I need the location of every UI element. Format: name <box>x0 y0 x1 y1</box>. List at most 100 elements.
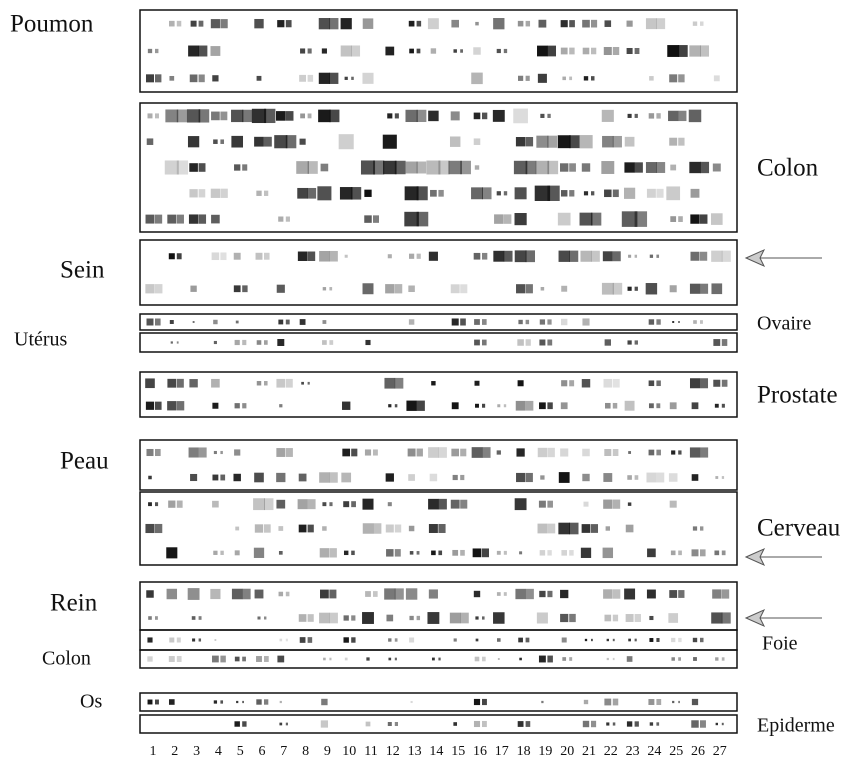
spot <box>634 721 639 727</box>
spot <box>547 185 560 201</box>
spot <box>648 380 655 387</box>
spot <box>606 657 609 661</box>
spot <box>518 319 523 325</box>
spot <box>299 74 307 82</box>
spot <box>242 656 246 662</box>
spot <box>427 612 440 624</box>
spot <box>678 110 687 122</box>
spot <box>460 499 468 509</box>
spot <box>690 251 700 261</box>
spot <box>373 215 379 223</box>
spot <box>362 498 374 510</box>
spot <box>147 113 153 119</box>
spot <box>604 614 612 622</box>
spot <box>146 138 154 145</box>
spot <box>649 722 654 726</box>
spot <box>429 473 438 482</box>
spot <box>307 251 316 261</box>
spot <box>211 378 220 388</box>
blot-panel <box>139 102 738 233</box>
spot <box>198 45 208 57</box>
spot <box>307 48 312 54</box>
spot <box>583 191 589 196</box>
spot <box>713 379 721 387</box>
spot <box>669 402 677 410</box>
spot <box>626 721 633 727</box>
spot <box>604 189 612 198</box>
spot <box>482 656 486 662</box>
spot <box>351 550 355 556</box>
spot <box>279 638 283 642</box>
spot <box>211 214 220 224</box>
spot <box>155 502 159 507</box>
spot <box>700 21 704 26</box>
spot <box>514 498 527 511</box>
spot <box>628 638 631 642</box>
spot <box>231 588 243 600</box>
spot <box>394 160 406 175</box>
spot <box>671 637 676 643</box>
spot <box>148 616 152 620</box>
column-number: 12 <box>386 744 400 759</box>
spot <box>612 251 621 262</box>
spot <box>242 403 247 409</box>
spot <box>492 109 505 122</box>
spot <box>299 319 306 325</box>
spot <box>569 657 573 661</box>
spot <box>242 285 248 293</box>
spot <box>547 523 556 534</box>
spot <box>394 524 402 533</box>
spot <box>624 136 635 147</box>
spot <box>647 548 656 558</box>
spot <box>453 49 457 53</box>
spot <box>460 284 468 294</box>
spot <box>404 211 419 227</box>
spot <box>539 339 546 346</box>
spot <box>431 550 436 556</box>
spot <box>601 161 615 174</box>
spot <box>385 473 394 482</box>
spot <box>285 135 297 149</box>
spot <box>475 616 479 620</box>
spot <box>503 550 507 555</box>
spot <box>475 21 479 26</box>
blot-panel <box>139 692 738 712</box>
spot <box>604 20 612 27</box>
spot <box>451 318 459 326</box>
spot <box>603 473 613 482</box>
spot <box>192 321 195 323</box>
spot <box>503 214 512 224</box>
spot <box>634 286 638 291</box>
spot <box>473 698 481 706</box>
spot <box>517 20 524 27</box>
spot <box>176 637 181 643</box>
spot <box>388 638 392 642</box>
column-number: 9 <box>324 744 331 759</box>
spot <box>604 339 611 346</box>
spot <box>482 319 487 325</box>
spot <box>691 720 699 728</box>
spot <box>514 187 527 200</box>
spot <box>231 109 244 123</box>
spot <box>220 450 223 455</box>
spot <box>450 111 460 121</box>
spot <box>285 638 288 642</box>
spot <box>384 588 396 600</box>
spot <box>634 638 637 642</box>
spot <box>212 500 219 508</box>
spot <box>536 612 548 624</box>
tissue-label: Os <box>80 691 102 713</box>
spot <box>604 448 612 457</box>
spot <box>537 447 548 458</box>
spot <box>452 549 459 556</box>
spot <box>671 657 675 661</box>
spot <box>473 112 481 120</box>
spot <box>340 45 352 57</box>
spot <box>646 472 657 483</box>
spot <box>473 720 481 728</box>
spot <box>569 380 575 387</box>
spot <box>612 46 620 56</box>
spot <box>168 500 176 508</box>
spot <box>176 378 184 388</box>
spot <box>612 589 621 599</box>
